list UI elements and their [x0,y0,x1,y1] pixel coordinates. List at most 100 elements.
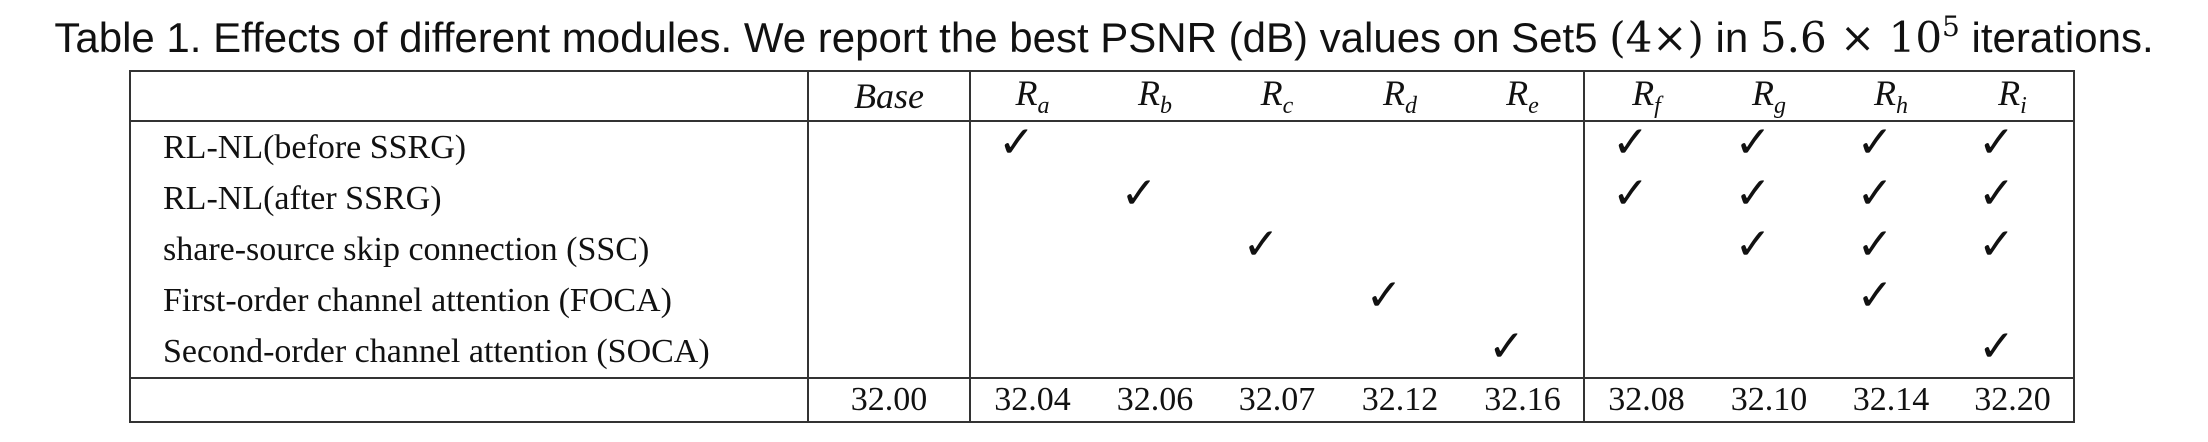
cell-rf [1583,326,1708,379]
table-row: RL-NL(after SSRG) ✓ ✓ ✓ ✓ ✓ [130,172,2074,225]
checkmark-icon: ✓ [1978,168,2015,220]
ablation-table: Base Ra Rb Rc Rd Re Rf Rg Rh Ri RL-NL(be… [129,70,2075,424]
checkmark-icon: ✓ [1365,270,1403,322]
caption-suffix: iterations. [1959,14,2154,61]
cell-rf: ✓ [1583,121,1708,174]
caption-in: in [1703,14,1760,61]
caption-iterations-base: 5.6 × 10 [1759,13,1943,62]
cell-rg: ✓ [1708,172,1830,224]
cell-base [807,275,970,327]
cell-re: ✓ [1462,325,1584,378]
psnr-value-rc: 32.07 [1216,377,1338,423]
col-header-base: Base [807,71,970,123]
checkmark-icon: ✓ [1612,168,1649,220]
cell-base [807,173,970,225]
cell-re [1462,121,1584,173]
checkmark-icon: ✓ [1856,219,1894,271]
cell-rc [1216,326,1338,378]
psnr-value-ri: 32.20 [1952,377,2074,423]
row-label: First-order channel attention (FOCA) [163,281,672,319]
checkmark-icon: ✓ [998,117,1035,169]
checkmark-icon: ✓ [1612,117,1649,169]
table-row: share-source skip connection (SSC) ✓ ✓ ✓ ✓ [130,223,2074,276]
cell-ra [969,224,1094,276]
row-label: share-source skip connection (SSC) [163,230,650,268]
cell-base [807,121,970,174]
cell-rc [1216,121,1338,173]
psnr-value-rd: 32.12 [1338,377,1462,423]
psnr-value-re: 32.16 [1462,377,1584,423]
cell-rd [1338,173,1462,224]
checkmark-icon: ✓ [1978,321,2015,373]
col-header-rg: Rg [1708,71,1830,123]
cell-rb [1094,326,1216,378]
cell-base [807,326,970,379]
checkmark-icon: ✓ [1734,219,1772,271]
cell-rb: ✓ [1094,172,1216,224]
cell-rb [1094,275,1216,326]
cell-rd [1338,224,1462,275]
cell-rd: ✓ [1338,274,1462,326]
cell-rf [1583,275,1708,327]
psnr-results-row: 32.00 32.04 32.06 32.07 32.12 32.16 32.08 32.10… [130,377,2074,423]
cell-ri: ✓ [1952,223,2074,275]
cell-rc [1216,173,1338,224]
checkmark-icon: ✓ [1856,168,1894,220]
header-empty-cell [130,71,808,123]
cell-rh: ✓ [1830,223,1952,275]
psnr-value-base: 32.00 [807,377,970,423]
cell-ra [969,173,1094,225]
psnr-value-ra: 32.04 [969,377,1094,423]
results-label-empty-cell [130,377,808,423]
psnr-value-rb: 32.06 [1094,377,1216,423]
col-header-rh: Rh [1830,71,1952,123]
caption-scale: (4×) [1609,13,1704,62]
caption-prefix: Table 1. Effects of different modules. W… [54,14,1610,61]
checkmark-icon: ✓ [1978,117,2015,169]
cell-rd [1338,326,1462,378]
caption-iterations-exponent: 5 [1942,10,1960,43]
cell-rh: ✓ [1830,274,1952,326]
cell-rb [1094,224,1216,275]
checkmark-icon: ✓ [1488,321,1525,373]
table-row: First-order channel attention (FOCA) ✓ ✓ [130,274,2074,327]
cell-ri: ✓ [1952,121,2074,173]
cell-ra [969,326,1094,379]
cell-rh [1830,326,1952,378]
col-header-ri: Ri [1952,71,2074,123]
cell-re [1462,173,1584,224]
row-label: Second-order channel attention (SOCA) [163,332,710,370]
table-caption: Table 1. Effects of different modules. W… [0,8,2208,69]
cell-ri: ✓ [1952,172,2074,224]
psnr-value-rf: 32.08 [1583,377,1708,423]
cell-re [1462,275,1584,326]
cell-rg [1708,275,1830,326]
checkmark-icon: ✓ [1242,219,1280,271]
cell-base [807,224,970,276]
col-header-rf: Rf [1583,71,1708,123]
psnr-value-rg: 32.10 [1708,377,1830,423]
checkmark-icon: ✓ [1856,117,1894,169]
cell-re [1462,224,1584,275]
module-rows: RL-NL(before SSRG) ✓ ✓ ✓ ✓ ✓ RL-NL(after SSRG)… [130,121,2074,379]
cell-ra: ✓ [969,121,1094,174]
cell-rh: ✓ [1830,172,1952,224]
cell-rd [1338,121,1462,173]
col-header-rc: Rc [1216,71,1338,123]
checkmark-icon: ✓ [1856,270,1894,322]
row-label: RL-NL(after SSRG) [163,179,442,217]
col-header-re: Re [1462,71,1584,123]
checkmark-icon: ✓ [1978,219,2015,271]
cell-rf: ✓ [1583,172,1708,225]
cell-rf [1583,224,1708,276]
cell-rg: ✓ [1708,121,1830,173]
checkmark-icon: ✓ [1734,117,1772,169]
cell-rc [1216,275,1338,326]
cell-ri: ✓ [1952,325,2074,378]
table-row: RL-NL(before SSRG) ✓ ✓ ✓ ✓ ✓ [130,121,2074,174]
cell-ra [969,275,1094,327]
checkmark-icon: ✓ [1120,168,1158,220]
col-header-rd: Rd [1338,71,1462,123]
cell-rc: ✓ [1216,223,1338,275]
cell-rg: ✓ [1708,223,1830,275]
